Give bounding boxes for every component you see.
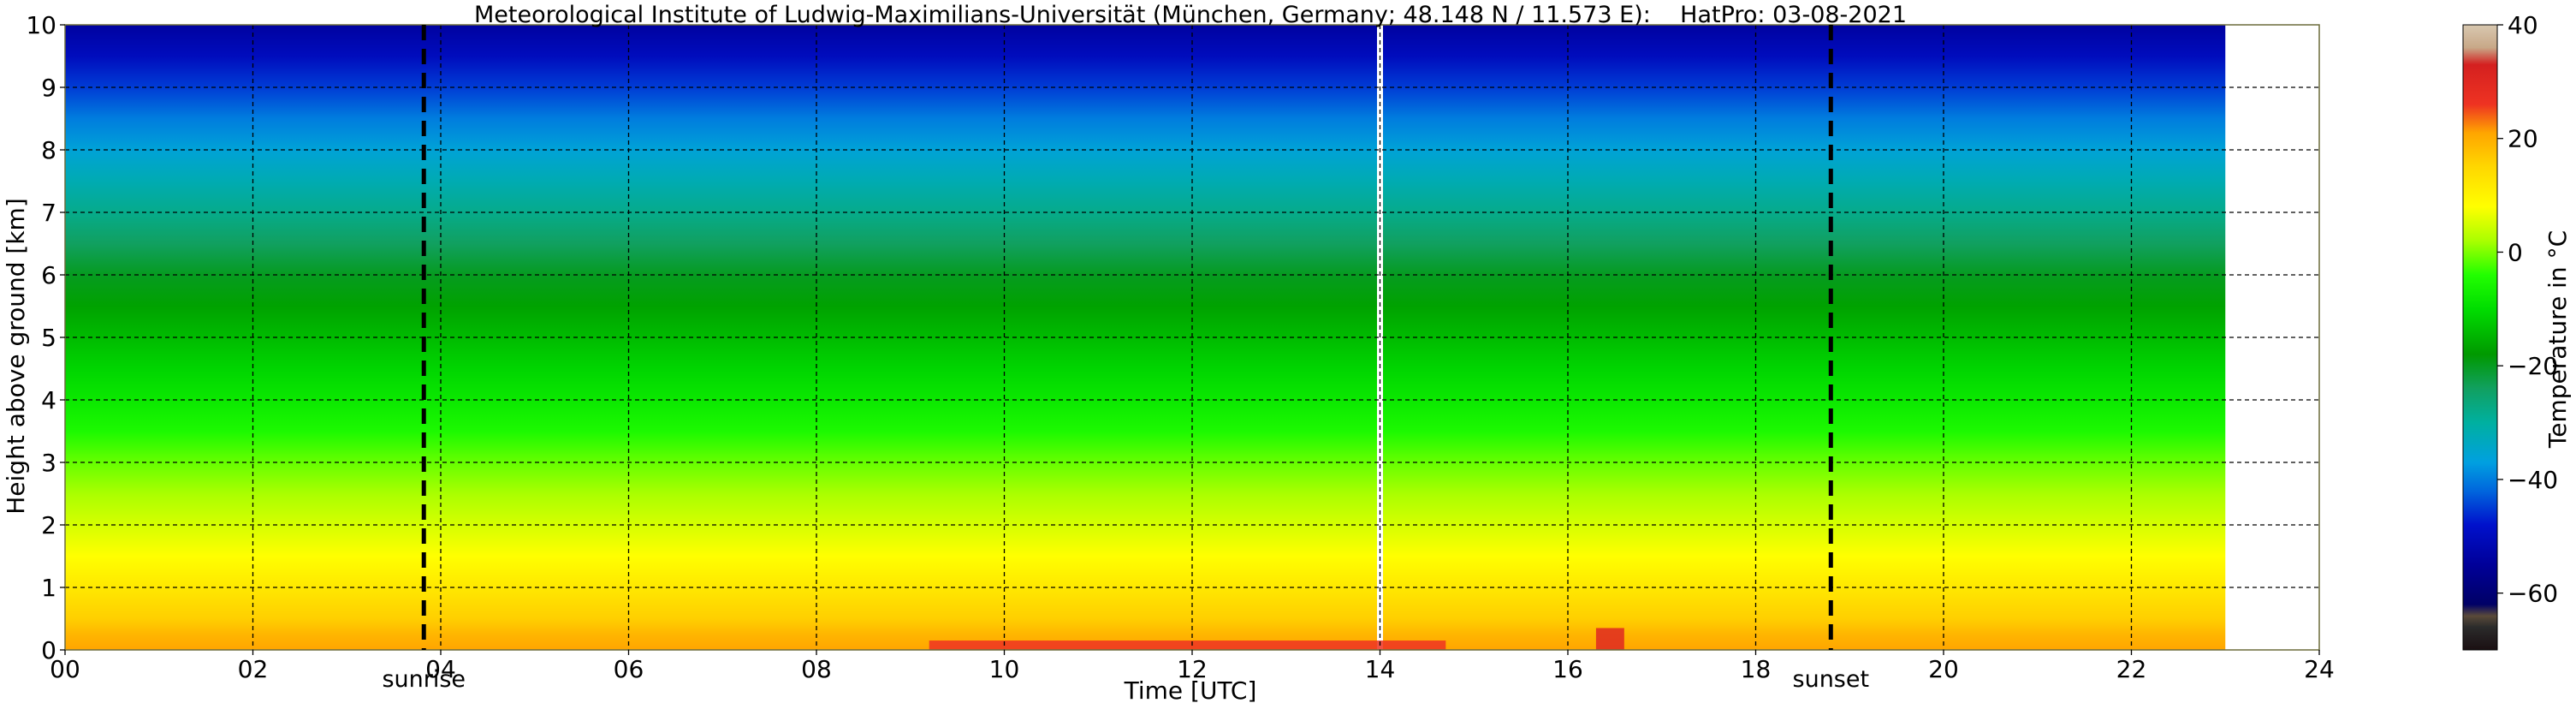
y-tick-label: 3	[41, 449, 56, 477]
x-axis-label: Time [UTC]	[1124, 676, 1257, 705]
marker-label-sunset: sunset	[1793, 666, 1870, 693]
x-tick-label: 20	[1928, 655, 1959, 683]
colorbar-tick-label: 40	[2508, 11, 2538, 39]
x-tick-label: 12	[1177, 655, 1208, 683]
warm-anomaly	[929, 640, 1446, 650]
y-tick-label: 4	[41, 386, 56, 414]
colorbar-tick-label: 20	[2508, 125, 2538, 153]
x-tick-label: 08	[801, 655, 832, 683]
sun-markers: sunrise sunset	[382, 25, 1869, 693]
x-tick-label: 10	[989, 655, 1020, 683]
y-axis-label: Height above ground [km]	[2, 198, 30, 515]
y-tick-label: 0	[41, 636, 56, 664]
x-tick-label: 04	[425, 655, 456, 683]
y-tick-label: 10	[26, 11, 56, 39]
colorbar-scale	[2462, 24, 2498, 651]
x-axis-ticks: 00 02 04 06 08 10 12 14 16 18 20 22 24	[50, 650, 2335, 683]
y-axis-ticks: 0 1 2 3 4 5 6 7 8 9 10	[26, 11, 65, 664]
colorbar-tick-label: −60	[2508, 580, 2558, 608]
warm-anomaly	[1595, 628, 1624, 650]
x-tick-label: 22	[2116, 655, 2147, 683]
grid-lines	[65, 25, 2319, 650]
x-tick-label: 18	[1741, 655, 1772, 683]
y-tick-label: 2	[41, 511, 56, 539]
x-tick-label: 16	[1552, 655, 1583, 683]
y-tick-label: 7	[41, 199, 56, 227]
marker-label-sunrise: sunrise	[382, 666, 466, 693]
colorbar-tick-label: −40	[2508, 466, 2558, 494]
y-tick-label: 6	[41, 261, 56, 289]
x-tick-label: 06	[614, 655, 644, 683]
colorbar: 40 20 0 −20 −40 −60	[2462, 11, 2558, 651]
x-tick-label: 14	[1365, 655, 1396, 683]
y-tick-label: 8	[41, 136, 56, 164]
x-tick-label: 24	[2304, 655, 2335, 683]
y-tick-label: 9	[41, 74, 56, 102]
colorbar-tick-label: 0	[2508, 238, 2523, 266]
colorbar-tick-label: −20	[2508, 352, 2558, 380]
colorbar-label: Temperature in °C	[2543, 230, 2572, 449]
y-tick-label: 5	[41, 324, 56, 352]
x-tick-label: 00	[50, 655, 80, 683]
chart-title: Meteorological Institute of Ludwig-Maxim…	[474, 2, 1907, 28]
y-tick-label: 1	[41, 574, 56, 602]
x-tick-label: 02	[238, 655, 269, 683]
